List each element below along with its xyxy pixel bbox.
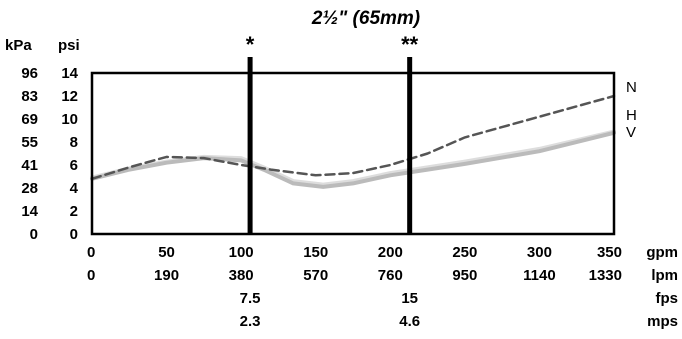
x-tick-lpm: 950 [452,267,477,284]
y-tick-kpa: 0 [30,226,38,243]
x-tick-gpm: 150 [303,244,328,261]
y-axis-ticks: 0 0 2 14 4 28 6 41 8 55 10 69 12 83 14 96 [21,65,78,243]
velocity-marker: ** [401,32,419,57]
y-tick-kpa: 14 [21,203,38,220]
x-axis-units: gpm lpm fps mps [646,244,678,330]
series-line-v [90,129,616,187]
curve-label-v: V [626,124,636,141]
series-line-h [90,130,616,189]
x-unit-lpm: lpm [651,267,678,284]
x-tick-gpm: 0 [87,244,95,261]
y-tick-psi: 14 [61,65,78,82]
x-axis-ticks: 0 0 50 190 100 380 150 570 200 760 250 950 300 1140 35… [87,244,622,284]
plot-frame [90,71,616,236]
y-tick-kpa: 83 [21,88,38,105]
y-tick-psi: 6 [70,157,78,174]
x-unit-gpm: gpm [646,244,678,261]
x-tick-lpm: 1140 [523,267,556,284]
velocity-tick-mps: 2.3 [240,313,261,330]
series-lines [90,94,616,189]
chart-title: 2½" (65mm) [311,8,420,29]
y-tick-kpa: 41 [21,157,38,174]
x-tick-lpm: 570 [303,267,328,284]
y-tick-kpa: 96 [21,65,38,82]
velocity-tick-fps: 7.5 [240,290,261,307]
x-tick-lpm: 1330 [589,267,622,284]
curve-labels: NHV [626,79,637,141]
x-tick-gpm: 250 [452,244,477,261]
y-tick-psi: 4 [70,180,79,197]
series-line-n [90,94,616,181]
x-unit-fps: fps [656,290,679,307]
velocity-tick-fps: 15 [401,290,418,307]
curve-label-n: N [626,79,637,96]
x-unit-mps: mps [647,313,678,330]
x-tick-lpm: 380 [229,267,254,284]
velocity-markers: * 7.5 2.3 ** 15 4.6 [240,32,420,330]
y-tick-psi: 10 [61,111,78,128]
velocity-tick-mps: 4.6 [399,313,420,330]
x-tick-lpm: 190 [154,267,179,284]
x-tick-gpm: 300 [527,244,552,261]
y-tick-psi: 2 [70,203,78,220]
x-tick-gpm: 350 [597,244,622,261]
velocity-marker: * [246,32,255,57]
x-tick-lpm: 0 [87,267,95,284]
x-tick-gpm: 100 [229,244,254,261]
y-tick-kpa: 28 [21,180,38,197]
y-unit-psi: psi [58,37,80,54]
y-tick-psi: 12 [61,88,78,105]
y-tick-psi: 8 [70,134,78,151]
x-tick-gpm: 50 [158,244,175,261]
curve-label-h: H [626,107,637,124]
y-tick-kpa: 55 [21,134,38,151]
x-tick-lpm: 760 [378,267,403,284]
y-tick-kpa: 69 [21,111,38,128]
y-tick-psi: 0 [70,226,78,243]
y-unit-kpa: kPa [5,37,32,54]
x-tick-gpm: 200 [378,244,403,261]
